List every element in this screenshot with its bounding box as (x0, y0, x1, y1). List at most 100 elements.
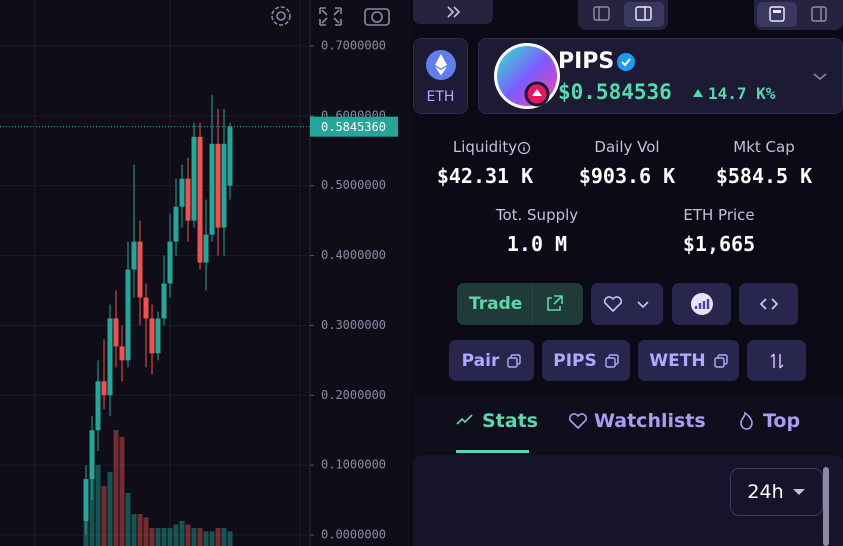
last-price-tag (310, 116, 398, 137)
pair-label: WETH (649, 350, 706, 371)
copy-icon (713, 353, 728, 368)
tab[interactable]: Watchlists (568, 410, 706, 432)
tab[interactable]: Stats (456, 410, 538, 432)
embed-button[interactable] (739, 283, 798, 325)
price-chart: 0.0000000 0.1000000 0.2000000 0.3000000 0.40… (0, 0, 410, 546)
period-label: 24h (747, 481, 784, 503)
chain-label: ETH (426, 89, 455, 105)
y-tick-label: 0.1000000 (321, 458, 386, 472)
volume-bar (215, 528, 221, 546)
candle-body (221, 143, 227, 228)
stats-panel: 24h (413, 455, 843, 546)
candle-body (137, 241, 143, 298)
stat-value: $903.6 K (578, 164, 676, 188)
heart-icon (603, 296, 649, 313)
volume-bar (203, 531, 209, 546)
volume-bar (185, 524, 191, 546)
settings-ring (271, 6, 291, 26)
candle-body (173, 206, 179, 242)
volume-bar (131, 514, 137, 546)
camera-icon[interactable] (364, 8, 390, 26)
candle-body (125, 269, 131, 361)
candle-body (119, 346, 125, 361)
swap-button[interactable] (747, 340, 806, 381)
token-change: 14.7 K% (708, 84, 776, 103)
view-icons (757, 2, 827, 27)
layout-icons (593, 2, 664, 27)
volume-bar (167, 528, 173, 546)
stat-value: 1.0 M (506, 232, 568, 256)
pair-label: Pair (461, 350, 500, 371)
layout-toggle[interactable] (578, 0, 668, 30)
stat-value: $584.5 K (715, 164, 813, 188)
view-toggle[interactable] (754, 0, 843, 30)
code-icon (759, 298, 778, 310)
tab[interactable]: Top (737, 410, 800, 432)
volume-bar (107, 472, 113, 546)
candle-body (197, 136, 203, 263)
tab-icon (568, 413, 588, 430)
tab-icon (740, 411, 753, 430)
analytics-icon (690, 293, 713, 315)
candle-body (209, 143, 215, 235)
volume-bar (119, 437, 125, 546)
settings-icon[interactable] (276, 11, 286, 21)
toolbar (271, 6, 390, 26)
volume-bar (125, 493, 131, 546)
pair-button[interactable]: PIPS (542, 340, 630, 381)
expand-icon[interactable] (319, 7, 342, 26)
y-tick-label: 0.4000000 (321, 248, 386, 262)
info-icon[interactable] (517, 141, 531, 155)
chain-card[interactable]: ETH (413, 38, 468, 114)
y-tick-label: 0.5000000 (321, 178, 386, 192)
stat-label: ETH Price (683, 206, 755, 224)
tab-label: Stats (482, 410, 538, 432)
volume-bar (179, 521, 185, 546)
candle-body (203, 234, 209, 263)
verified-badge (617, 53, 635, 71)
collapse-button[interactable] (413, 0, 493, 24)
copy-icon (507, 353, 522, 368)
volume-bar (95, 465, 101, 546)
volume-bar (101, 486, 107, 546)
token-price: $0.584536 (558, 80, 672, 104)
y-tick-label: 0.0000000 (321, 528, 386, 542)
dropdown-chevron[interactable] (812, 71, 828, 83)
volume-bar (227, 531, 233, 546)
stat-label: Tot. Supply (495, 206, 579, 224)
camera-lens (371, 11, 383, 23)
y-tick-label: 0.7000000 (321, 39, 386, 53)
tab-underline (456, 450, 529, 453)
y-tick-label: 0.3000000 (321, 318, 386, 332)
candle-body (161, 283, 167, 319)
scrollbar (823, 467, 829, 546)
volume-bar (197, 528, 203, 546)
tabs (413, 398, 843, 455)
candle-body (155, 318, 161, 354)
analytics-button[interactable] (672, 283, 731, 325)
tab-icon (456, 414, 473, 425)
stat-label: Daily Vol (594, 138, 660, 156)
volume-bar (221, 528, 227, 546)
candle-body (185, 178, 191, 221)
volume-bar (191, 528, 197, 546)
candle-body (227, 126, 233, 186)
token-card: PIPS $0.584536 14.7 K% (478, 38, 843, 114)
volume-bar (161, 528, 167, 546)
pair-button[interactable]: Pair (449, 340, 534, 381)
candle-body (179, 178, 185, 207)
copy-icon (605, 353, 619, 368)
up-arrow (693, 89, 703, 97)
volume-bar (137, 514, 143, 546)
period-select[interactable]: 24h (730, 468, 823, 516)
trade-button[interactable]: Trade (457, 283, 583, 325)
watch-button[interactable] (591, 283, 663, 325)
token-avatar (494, 43, 560, 109)
stat-label: Liquidity (452, 138, 518, 156)
candle-body (215, 143, 221, 228)
eth-logo (426, 50, 456, 80)
stat-label: Mkt Cap (733, 138, 795, 156)
pair-button[interactable]: WETH (638, 340, 739, 381)
volume-bar (149, 528, 155, 546)
